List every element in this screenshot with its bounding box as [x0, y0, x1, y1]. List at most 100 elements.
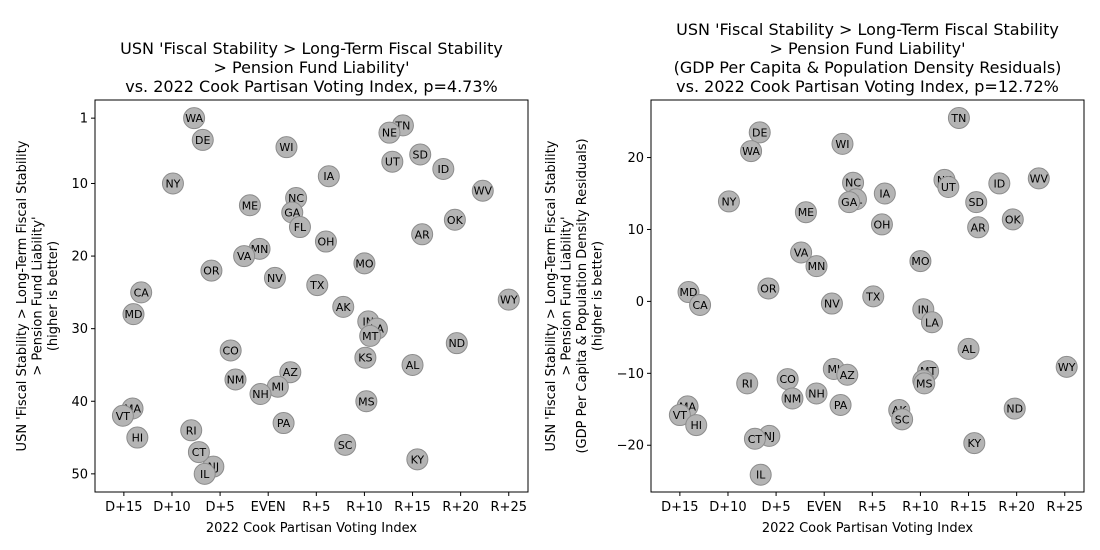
data-label-az: AZ	[840, 369, 856, 382]
data-point-oh	[870, 213, 893, 236]
data-label-hi: HI	[690, 419, 702, 432]
data-point-ia	[873, 182, 896, 205]
data-label-or: OR	[760, 282, 777, 295]
data-point-il	[749, 463, 772, 486]
data-label-ms: MS	[916, 377, 932, 390]
data-label-or: OR	[203, 265, 220, 278]
y-axis-label-line: USN 'Fiscal Stability > Long-Term Fiscal…	[15, 140, 30, 451]
data-point-ct	[187, 441, 210, 464]
x-tick-label: D+10	[709, 500, 746, 515]
data-point-hi	[685, 414, 708, 437]
data-label-ut: UT	[941, 181, 956, 194]
data-label-ga: GA	[841, 196, 858, 209]
data-point-ar	[411, 223, 434, 246]
data-label-nd: ND	[1006, 403, 1023, 416]
y-tick-label: −10	[617, 367, 644, 382]
data-point-ky	[406, 448, 429, 471]
data-label-va: VA	[237, 250, 252, 263]
data-point-sd	[409, 143, 432, 166]
chart-panel-1: USN 'Fiscal Stability > Long-Term Fiscal…	[15, 39, 529, 536]
data-point-me	[238, 194, 261, 217]
data-point-co	[219, 339, 242, 362]
x-tick-label: R+5	[302, 500, 330, 515]
x-tick-label: D+15	[661, 500, 698, 515]
data-label-wi: WI	[279, 141, 293, 154]
chart-panel-2: USN 'Fiscal Stability > Long-Term Fiscal…	[544, 20, 1085, 536]
data-point-nd	[1003, 397, 1026, 420]
data-label-md: MD	[125, 308, 143, 321]
y-tick-label: 30	[71, 322, 88, 337]
data-point-wi	[831, 132, 854, 155]
data-label-mn: MN	[251, 243, 269, 256]
data-point-vt	[111, 404, 134, 427]
data-point-wv	[471, 179, 494, 202]
data-point-wy	[1055, 355, 1078, 378]
data-label-me: ME	[242, 199, 258, 212]
data-point-vt	[668, 404, 691, 427]
x-tick-label: EVEN	[251, 500, 286, 515]
chart-title-line: USN 'Fiscal Stability > Long-Term Fiscal…	[676, 20, 1059, 39]
data-label-ak: AK	[336, 301, 352, 314]
data-label-de: DE	[195, 134, 210, 147]
data-point-ky	[963, 432, 986, 455]
y-axis-label-line: (higher is better)	[46, 241, 61, 351]
data-label-ok: OK	[447, 214, 464, 227]
data-point-mn	[805, 255, 828, 278]
data-point-tn	[947, 106, 970, 129]
data-point-ok	[443, 208, 466, 231]
data-label-mo: MO	[911, 255, 929, 268]
data-point-ga	[838, 191, 861, 214]
data-label-ny: NY	[721, 195, 736, 208]
data-label-al: AL	[962, 343, 977, 356]
x-tick-label: D+15	[105, 500, 142, 515]
data-label-nc: NC	[845, 177, 861, 190]
x-tick-label: R+25	[1047, 500, 1083, 515]
chart-title-line: vs. 2022 Cook Partisan Voting Index, p=4…	[125, 77, 497, 96]
y-tick-label: 40	[71, 395, 88, 410]
data-label-ct: CT	[748, 433, 763, 446]
data-label-sc: SC	[895, 413, 910, 426]
data-label-nh: NH	[808, 387, 825, 400]
data-point-wy	[497, 288, 520, 311]
y-axis-label-line: > Pension Fund Liability'	[31, 216, 46, 375]
data-label-md: MD	[680, 286, 698, 299]
data-label-co: CO	[779, 373, 796, 386]
data-point-ri	[180, 419, 203, 442]
data-point-al	[401, 353, 424, 376]
data-label-pa: PA	[277, 417, 291, 430]
data-point-ny	[717, 190, 740, 213]
data-label-me: ME	[798, 206, 814, 219]
data-label-ia: IA	[323, 170, 334, 183]
data-label-ms: MS	[358, 395, 374, 408]
data-point-sc	[334, 433, 357, 456]
data-point-de	[191, 128, 214, 151]
data-label-sc: SC	[338, 439, 353, 452]
x-tick-label: R+15	[950, 500, 986, 515]
data-label-hi: HI	[132, 432, 144, 445]
data-label-ri: RI	[186, 424, 197, 437]
data-label-wy: WY	[1058, 361, 1076, 374]
data-label-ia: IA	[879, 188, 890, 201]
data-point-wa	[183, 107, 206, 130]
y-axis-label-line: USN 'Fiscal Stability > Long-Term Fiscal…	[544, 140, 559, 451]
data-label-wy: WY	[500, 294, 518, 307]
data-label-ca: CA	[134, 286, 150, 299]
data-label-mt: MT	[362, 330, 378, 343]
data-point-fl	[288, 216, 311, 239]
chart-title-line: (GDP Per Capita & Population Density Res…	[674, 58, 1062, 77]
data-label-ar: AR	[971, 221, 987, 234]
data-label-al: AL	[406, 359, 421, 372]
data-point-ri	[736, 372, 759, 395]
data-point-ia	[317, 165, 340, 188]
y-tick-label: 10	[71, 177, 88, 192]
y-tick-label: 0	[636, 295, 644, 310]
data-label-la: LA	[925, 316, 939, 329]
data-label-co: CO	[223, 344, 240, 357]
data-point-ut	[381, 150, 404, 173]
data-label-ar: AR	[415, 228, 431, 241]
data-label-il: IL	[200, 468, 210, 481]
data-label-nv: NV	[267, 272, 283, 285]
data-label-fl: FL	[294, 221, 307, 234]
data-point-pa	[829, 393, 852, 416]
